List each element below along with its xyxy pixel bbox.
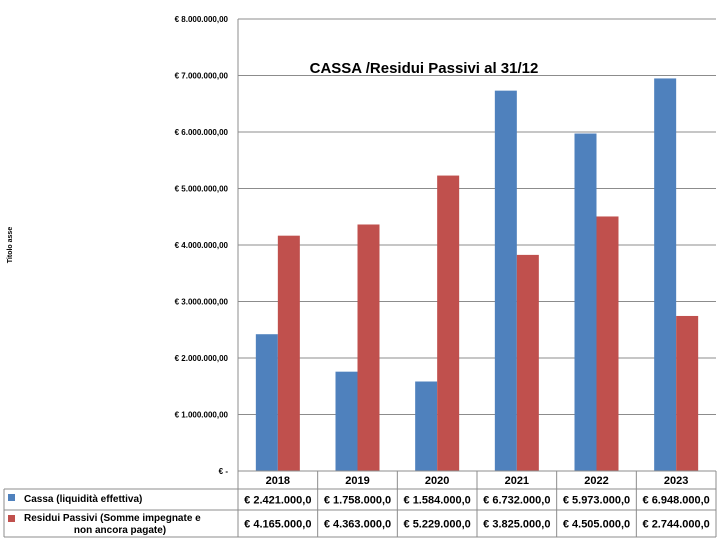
data-table-value: € 3.825.000,0 bbox=[483, 519, 550, 531]
y-tick-label: € - bbox=[219, 467, 229, 476]
x-tick-label: 2019 bbox=[345, 475, 369, 487]
y-tick-label: € 1.000.000,00 bbox=[175, 411, 229, 420]
y-tick-label: € 4.000.000,00 bbox=[175, 241, 229, 250]
bar[interactable] bbox=[335, 371, 358, 471]
data-table-value: € 6.948.000,0 bbox=[643, 495, 710, 507]
data-table-value: € 2.421.000,0 bbox=[244, 495, 311, 507]
data-table-value: € 5.229.000,0 bbox=[404, 519, 471, 531]
y-axis-title: Titolo asse bbox=[7, 227, 14, 264]
data-table-value: € 5.973.000,0 bbox=[563, 495, 630, 507]
x-tick-label: 2022 bbox=[584, 475, 608, 487]
bar[interactable] bbox=[437, 175, 460, 471]
x-tick-label: 2018 bbox=[266, 475, 290, 487]
legend-key bbox=[8, 494, 15, 501]
chart-title: CASSA /Residui Passivi al 31/12 bbox=[310, 60, 539, 77]
bar[interactable] bbox=[255, 334, 278, 471]
y-tick-label: € 2.000.000,00 bbox=[175, 354, 229, 363]
y-tick-label: € 3.000.000,00 bbox=[175, 298, 229, 307]
data-table-value: € 6.732.000,0 bbox=[483, 495, 550, 507]
data-table-value: € 4.505.000,0 bbox=[563, 519, 630, 531]
bar[interactable] bbox=[494, 90, 517, 471]
legend-label: non ancora pagate) bbox=[74, 525, 166, 536]
bar[interactable] bbox=[654, 78, 677, 472]
y-tick-label: € 6.000.000,00 bbox=[175, 128, 229, 137]
data-table-value: € 2.744.000,0 bbox=[643, 519, 710, 531]
data-table-value: € 4.363.000,0 bbox=[324, 519, 391, 531]
bar[interactable] bbox=[277, 235, 300, 471]
x-tick-label: 2020 bbox=[425, 475, 449, 487]
x-tick-label: 2023 bbox=[664, 475, 688, 487]
legend-key bbox=[8, 515, 15, 522]
bar[interactable] bbox=[676, 315, 699, 471]
data-table-value: € 1.758.000,0 bbox=[324, 495, 391, 507]
y-tick-label: € 8.000.000,00 bbox=[175, 15, 229, 24]
y-tick-label: € 7.000.000,00 bbox=[175, 72, 229, 81]
bar[interactable] bbox=[357, 224, 380, 471]
legend-label: Cassa (liquidità effettiva) bbox=[24, 494, 142, 505]
x-tick-label: 2021 bbox=[505, 475, 529, 487]
bar[interactable] bbox=[574, 133, 597, 471]
bar[interactable] bbox=[415, 381, 438, 471]
bar[interactable] bbox=[596, 216, 619, 471]
y-tick-label: € 5.000.000,00 bbox=[175, 185, 229, 194]
legend-label: Residui Passivi (Somme impegnate e bbox=[24, 513, 201, 524]
data-table-value: € 1.584.000,0 bbox=[404, 495, 471, 507]
bar[interactable] bbox=[516, 254, 539, 471]
data-table-value: € 4.165.000,0 bbox=[244, 519, 311, 531]
